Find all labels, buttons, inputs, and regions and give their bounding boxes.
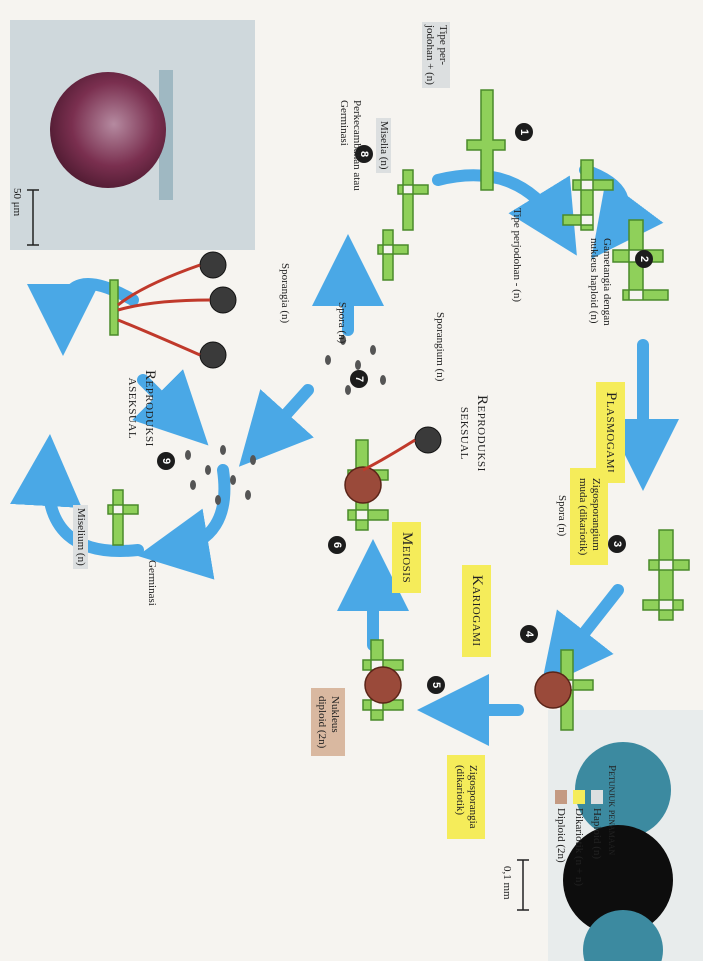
legend-diploid: Diploid (2n) [555,808,567,863]
label-zigosporangia-dikariotik: Zigosporangia (dikariotik) [447,755,485,839]
label-nukleus-diploid: Nukleus diploid (2n) [311,688,345,757]
zygosporangium-micrograph [548,710,703,961]
step-2-marker: 2 [635,250,653,268]
label-zigosporangium-muda: Zigosporangium muda (dikariotik) [570,468,608,566]
step-4-marker: 4 [520,625,538,643]
sporangia [199,251,442,454]
hypha-step2 [612,219,669,301]
sporangium-c [199,341,227,369]
sporangium-b [209,286,237,314]
zygosporangium-6 [344,466,382,504]
step-5-marker: 5 [427,676,445,694]
label-spora-bottom: Spora (n) [556,495,568,537]
label-reproduksi-aseksual: Reproduksi aseksual [125,370,158,447]
arrow-8-to-1 [432,169,577,256]
label-scale-01: 0,1 mm [501,866,513,900]
label-miselium: Miselium (n) [73,505,88,569]
hypha-step8 [397,169,429,231]
legend-swatch-dikariotik [573,790,585,804]
zygosporangium-4 [534,671,572,709]
hypha-step1 [562,159,614,231]
step-7-marker: 7 [350,370,368,388]
zygosporangium-5 [364,666,402,704]
legend-title: Petunjuk penamaan [606,765,618,856]
sporangiophores [117,263,416,472]
label-sporangium: Sporangium (n) [434,312,446,382]
legend-swatch-haploid [591,790,603,804]
sporangium-micrograph [10,20,255,250]
arrow-7-to-9 [238,384,314,467]
sporangium-7 [414,426,442,454]
arrow-3-to-4 [540,584,624,689]
step-3-marker: 3 [608,535,626,553]
scale-01mm [517,859,529,911]
arrow-sporangia-to-spores [132,369,209,446]
legend-haploid: Haploid (n) [591,808,603,860]
label-reproduksi-seksual: Reproduksi seksual [457,395,490,472]
label-sporangia: Sporangia (n) [279,263,291,324]
label-gametangia: Gametangia dengan nukleus haploid (n) [588,238,613,326]
hypha-step3 [642,529,690,621]
arrow-9-germinasi [137,464,231,580]
label-miselia: Miselia (n) [376,118,391,173]
arrow-miselium-to-sporangia [10,434,144,557]
zygosporangia [344,466,572,709]
sporangia-base-hypha [109,279,119,336]
hypha-step8b [377,229,409,281]
label-kariogami: Kariogami [462,565,491,657]
hypha-miselium [107,489,139,546]
step-9-marker: 9 [157,452,175,470]
label-germinasi: Germinasi [146,560,158,606]
label-scale-50: 50 μm [11,188,23,217]
legend-swatch-diploid [555,790,567,804]
legend-dikariotik: Dikariotik (n + n) [573,808,585,886]
step-6-marker: 6 [328,536,346,554]
label-spora-top: Spora (n) [336,302,348,344]
label-meiosis: Meiosis [392,522,421,594]
arrow-1-to-2 [579,164,664,259]
spores [185,335,386,505]
label-tipe-minus: Tipe perjodohan - (n) [511,208,523,302]
scale-50um [27,189,39,246]
label-tipe-plus: Tipe per- jodohan + (n) [422,22,450,88]
label-perkecambahan: Perkecambahan atau Germinasi [338,100,363,191]
hypha-step1-upper [466,89,506,191]
step-1-marker: 1 [515,123,533,141]
sporangium-a [199,251,227,279]
scale-bars [27,189,529,911]
arrow-asexual-top [27,278,139,356]
cycle-arrows [10,164,679,746]
